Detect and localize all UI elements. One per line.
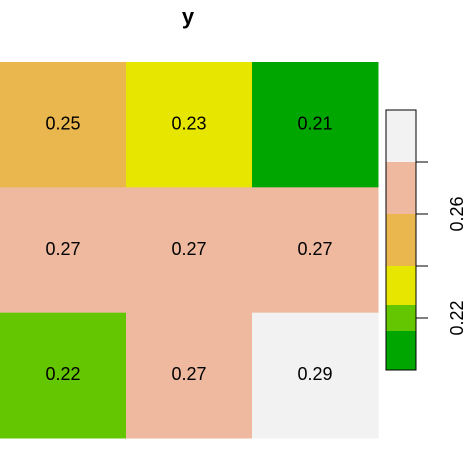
- cell-label: 0.27: [171, 364, 206, 384]
- cell: [0, 62, 127, 188]
- legend-bin: [386, 331, 416, 370]
- cell-label: 0.22: [45, 364, 80, 384]
- cell-label: 0.23: [171, 113, 206, 133]
- cell-label: 0.29: [297, 364, 332, 384]
- cell: [0, 312, 127, 439]
- y-tick-label: 0.26: [447, 196, 467, 231]
- cell-label: 0.27: [297, 239, 332, 259]
- cell: [252, 62, 379, 188]
- cell: [126, 312, 253, 439]
- cell: [252, 312, 379, 439]
- cell-label: 0.21: [297, 113, 332, 133]
- legend-bin: [386, 305, 416, 331]
- legend-bin: [386, 110, 416, 162]
- legend-bin: [386, 162, 416, 214]
- y-tick-label: 0.22: [447, 300, 467, 335]
- legend-bin: [386, 266, 416, 305]
- legend-frame: [385, 109, 417, 371]
- cell: [126, 187, 253, 314]
- cell-label: 0.27: [171, 239, 206, 259]
- chart-title: y: [182, 4, 195, 29]
- cell: [126, 62, 253, 188]
- cell: [0, 187, 127, 314]
- cell-label: 0.25: [45, 113, 80, 133]
- cell: [252, 187, 379, 314]
- legend-bin: [386, 214, 416, 266]
- cell-label: 0.27: [45, 239, 80, 259]
